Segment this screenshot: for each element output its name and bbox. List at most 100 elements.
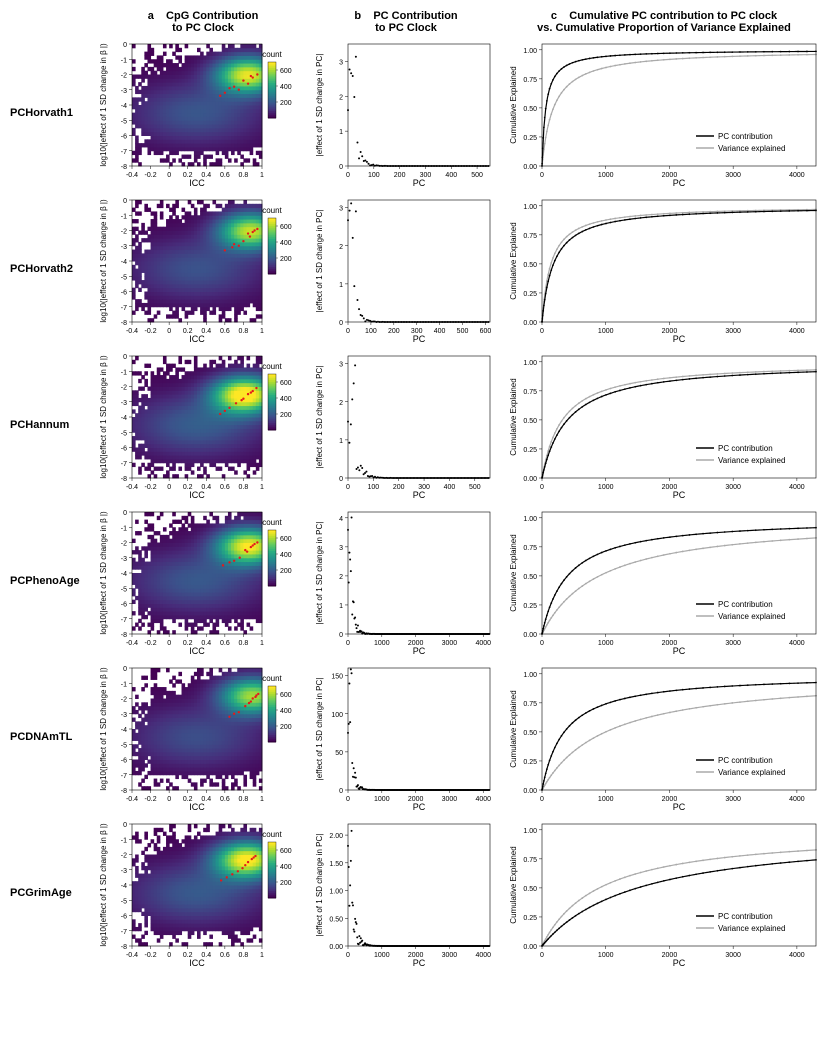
svg-text:200: 200 <box>388 328 400 335</box>
svg-text:PC: PC <box>673 334 686 344</box>
svg-text:PC: PC <box>413 490 426 500</box>
svg-text:1.00: 1.00 <box>523 48 537 55</box>
svg-text:1: 1 <box>260 328 264 335</box>
svg-text:0: 0 <box>167 172 171 179</box>
panel-c: 010002000300040000.000.250.500.751.00PCC… <box>504 506 824 656</box>
panel-b: 01002003004005006000123PC|effect of 1 SD… <box>316 194 496 344</box>
svg-text:-5: -5 <box>121 118 127 125</box>
svg-text:3: 3 <box>339 60 343 67</box>
svg-text:0.75: 0.75 <box>523 389 537 396</box>
svg-text:600: 600 <box>280 380 292 387</box>
svg-text:200: 200 <box>280 256 292 263</box>
svg-text:3000: 3000 <box>725 172 741 179</box>
svg-text:0: 0 <box>339 476 343 483</box>
svg-text:-1: -1 <box>121 369 127 376</box>
svg-text:Variance explained: Variance explained <box>718 456 785 465</box>
svg-text:0.8: 0.8 <box>239 172 249 179</box>
svg-text:0.75: 0.75 <box>523 77 537 84</box>
svg-text:0: 0 <box>167 484 171 491</box>
panel-b: 010002000300040000.000.501.001.502.00PC|… <box>316 818 496 968</box>
svg-text:0.25: 0.25 <box>523 135 537 142</box>
panel-tag-a: a <box>148 10 154 22</box>
svg-text:-3: -3 <box>121 400 127 407</box>
panel-tag-c: c <box>551 10 557 22</box>
svg-text:count: count <box>262 50 282 59</box>
svg-text:-5: -5 <box>121 274 127 281</box>
svg-text:-2: -2 <box>121 229 127 236</box>
svg-text:0: 0 <box>346 328 350 335</box>
svg-text:log10(|effect of 1 SD change i: log10(|effect of 1 SD change in β |) <box>99 43 108 167</box>
svg-text:-7: -7 <box>121 149 127 156</box>
svg-text:-2: -2 <box>121 385 127 392</box>
panel-c: 010002000300040000.000.250.500.751.00PCC… <box>504 662 824 812</box>
rowlabel: PCGrimAge <box>10 887 90 899</box>
rowlabel: PCHorvath1 <box>10 107 90 119</box>
svg-text:0.25: 0.25 <box>523 291 537 298</box>
svg-text:-0.4: -0.4 <box>126 484 138 491</box>
svg-text:0: 0 <box>123 198 127 205</box>
svg-text:400: 400 <box>280 84 292 91</box>
svg-text:0: 0 <box>123 354 127 361</box>
panel-a: -0.4-0.200.20.40.60.81-8-7-6-5-4-3-2-10I… <box>98 506 308 656</box>
panel-a: -0.4-0.200.20.40.60.81-8-7-6-5-4-3-2-10I… <box>98 662 308 812</box>
panel-a: -0.4-0.200.20.40.60.81-8-7-6-5-4-3-2-10I… <box>98 38 308 188</box>
svg-text:200: 200 <box>280 412 292 419</box>
svg-text:1.00: 1.00 <box>523 360 537 367</box>
svg-text:0.50: 0.50 <box>523 418 537 425</box>
svg-text:ICC: ICC <box>189 490 205 500</box>
row-PCGrimAge: PCGrimAge-0.4-0.200.20.40.60.81-8-7-6-5-… <box>10 818 824 968</box>
svg-text:100: 100 <box>365 328 377 335</box>
svg-text:200: 200 <box>280 100 292 107</box>
svg-text:-4: -4 <box>121 259 127 266</box>
svg-text:-2: -2 <box>121 73 127 80</box>
panel-c: 010002000300040000.000.250.500.751.00PCC… <box>504 818 824 968</box>
svg-text:400: 400 <box>280 396 292 403</box>
svg-text:-1: -1 <box>121 57 127 64</box>
svg-text:400: 400 <box>445 172 457 179</box>
svg-text:4000: 4000 <box>789 328 805 335</box>
row-PCHannum: PCHannum-0.4-0.200.20.40.60.81-8-7-6-5-4… <box>10 350 824 500</box>
svg-text:0: 0 <box>167 328 171 335</box>
svg-text:PC: PC <box>673 178 686 188</box>
svg-text:0: 0 <box>339 164 343 171</box>
rows-container: PCHorvath1 -0.4-0.200.20.40.60.81-8-7-6-5… <box>10 38 824 968</box>
svg-text:0.6: 0.6 <box>220 484 230 491</box>
svg-text:1: 1 <box>260 484 264 491</box>
svg-text:0.25: 0.25 <box>523 447 537 454</box>
svg-text:100: 100 <box>368 484 380 491</box>
svg-text:-0.2: -0.2 <box>145 172 157 179</box>
svg-text:2: 2 <box>339 244 343 251</box>
col-a-head: a CpG Contributionto PC Clock <box>98 10 308 34</box>
svg-text:-7: -7 <box>121 461 127 468</box>
rowlabel: PCHannum <box>10 419 90 431</box>
svg-text:Cumulative Explained: Cumulative Explained <box>509 379 518 456</box>
panel-tag-b: b <box>354 10 361 22</box>
svg-text:PC contribution: PC contribution <box>718 444 773 453</box>
svg-text:count: count <box>262 206 282 215</box>
svg-text:200: 200 <box>394 172 406 179</box>
svg-text:-3: -3 <box>121 244 127 251</box>
svg-text:500: 500 <box>469 484 481 491</box>
svg-text:0.8: 0.8 <box>239 484 249 491</box>
svg-text:-8: -8 <box>121 164 127 171</box>
svg-text:0: 0 <box>346 172 350 179</box>
svg-text:-4: -4 <box>121 103 127 110</box>
svg-text:0.8: 0.8 <box>239 328 249 335</box>
svg-text:-8: -8 <box>121 320 127 327</box>
rowlabel: PCDNAmTL <box>10 731 90 743</box>
panel-b: 01002003004005000123PC|effect of 1 SD ch… <box>316 350 496 500</box>
svg-text:0.6: 0.6 <box>220 172 230 179</box>
svg-text:-5: -5 <box>121 430 127 437</box>
svg-text:600: 600 <box>480 328 492 335</box>
svg-text:3000: 3000 <box>725 328 741 335</box>
svg-text:-6: -6 <box>121 446 127 453</box>
figure: a CpG Contributionto PC Clock b PC Contr… <box>10 10 824 968</box>
svg-text:-0.4: -0.4 <box>126 172 138 179</box>
svg-text:1: 1 <box>339 129 343 136</box>
svg-text:PC: PC <box>413 334 426 344</box>
svg-text:-4: -4 <box>121 415 127 422</box>
svg-text:1: 1 <box>339 438 343 445</box>
col-b-title: PC Contributionto PC Clock <box>373 10 457 34</box>
header-row: a CpG Contributionto PC Clock b PC Contr… <box>10 10 824 34</box>
svg-text:log10(|effect of 1 SD change i: log10(|effect of 1 SD change in β |) <box>99 355 108 479</box>
